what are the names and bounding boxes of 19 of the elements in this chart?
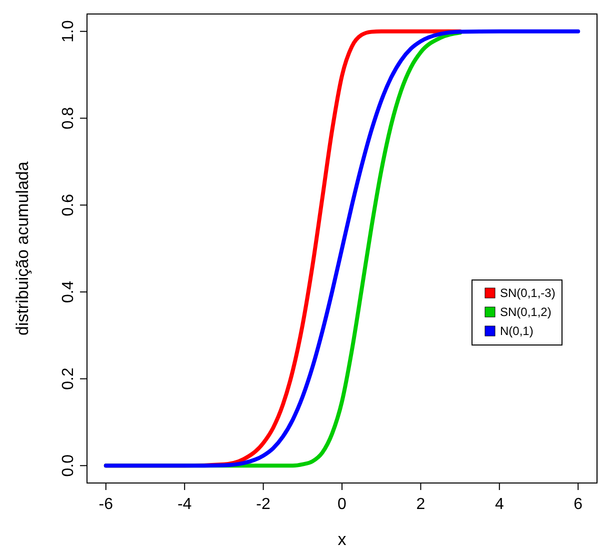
x-tick-label: -2 (256, 496, 271, 513)
legend-label: SN(0,1,-3) (500, 286, 556, 300)
line-series (104, 29, 580, 468)
x-tick-label: 6 (574, 496, 583, 513)
legend-label: N(0,1) (500, 324, 534, 338)
y-tick-label: 0.2 (60, 368, 77, 390)
y-axis-title: distribuição acumulada (13, 161, 32, 336)
x-tick-label: 0 (338, 496, 347, 513)
y-tick-label: 1.0 (60, 20, 77, 42)
x-tick-label: -4 (177, 496, 192, 513)
x-tick-label: 2 (416, 496, 426, 513)
x-tick-label: -6 (98, 496, 114, 513)
y-tick-label: 0.8 (60, 107, 77, 130)
legend-label: SN(0,1,2) (500, 305, 552, 319)
x-axis-title: x (338, 530, 347, 549)
y-tick-label: 0.6 (60, 194, 77, 216)
y-tick-label: 0.4 (60, 280, 77, 304)
y-tick-label: 0.0 (60, 454, 77, 477)
x-tick-label: 4 (494, 496, 504, 513)
